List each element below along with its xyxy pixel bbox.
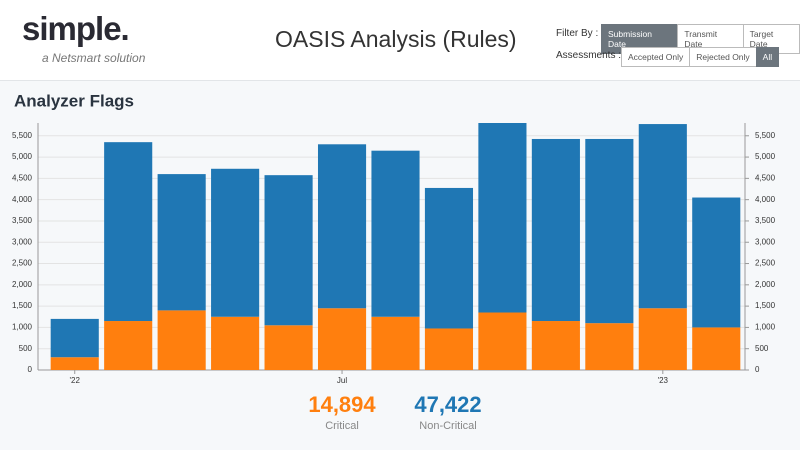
bar [692,197,741,328]
bar [585,323,634,370]
bar [211,316,260,370]
y2-tick-label: 3,000 [755,237,776,246]
y-tick-label: 3,000 [12,237,33,246]
y-tick-label: 4,500 [12,173,33,182]
y-tick-label: 3,500 [12,216,33,225]
bar [478,123,527,313]
y2-tick-label: 500 [755,344,769,353]
y-tick-label: 2,000 [12,280,33,289]
header: simple. a Netsmart solution OASIS Analys… [0,0,800,81]
y-tick-label: 5,500 [12,131,33,140]
total-label: Critical [325,420,359,432]
bar [531,321,580,370]
bar [424,328,474,370]
total-value: 47,422 [414,392,481,417]
x-tick-label: '23 [658,376,669,385]
bar [638,308,687,370]
bar [104,142,153,322]
y2-tick-label: 2,500 [755,259,776,268]
y-tick-label: 1,500 [12,301,33,310]
chart-title: Analyzer Flags [14,91,134,110]
y2-tick-label: 5,500 [755,131,776,140]
bar [371,316,420,370]
bar [50,357,99,370]
y-tick-label: 2,500 [12,259,33,268]
y-tick-label: 1,000 [12,323,33,332]
page-title: OASIS Analysis (Rules) [275,26,517,52]
y-tick-label: 4,000 [12,195,33,204]
y-tick-label: 0 [28,365,33,374]
bar [692,327,741,370]
y2-tick-label: 5,000 [755,152,776,161]
y2-tick-label: 2,000 [755,280,776,289]
y-tick-label: 5,000 [12,152,33,161]
bar [157,174,206,311]
bar [264,325,313,370]
bar [638,124,687,309]
bar [585,138,634,324]
tagline: a Netsmart solution [42,51,146,65]
bar [104,321,153,370]
y2-tick-label: 3,500 [755,216,776,225]
assessment-group: Accepted Only Rejected Only All [621,47,780,67]
y2-tick-label: 4,500 [755,173,776,182]
bar [531,138,580,322]
bar [424,187,474,329]
filter-label: Filter By : [556,28,599,39]
bar [371,150,420,317]
total-value: 14,894 [308,392,376,417]
logo: simple. [22,10,130,47]
assessments-label: Assessments : [556,50,622,61]
bar [211,168,260,317]
y2-tick-label: 1,000 [755,323,776,332]
y-tick-label: 500 [19,344,33,353]
bar [317,144,367,309]
bar [478,312,527,370]
y2-tick-label: 4,000 [755,195,776,204]
bar [264,175,313,326]
filter-button[interactable]: All [755,47,780,67]
bar [157,310,206,370]
y2-tick-label: 1,500 [755,301,776,310]
total-label: Non-Critical [419,420,476,432]
x-tick-label: '22 [70,376,81,385]
y2-tick-label: 0 [755,365,760,374]
x-tick-label: Jul [337,376,347,385]
bar [50,318,99,358]
filter-group: Submission Date Transmit Date Target Date [601,24,800,54]
bar [317,308,367,370]
